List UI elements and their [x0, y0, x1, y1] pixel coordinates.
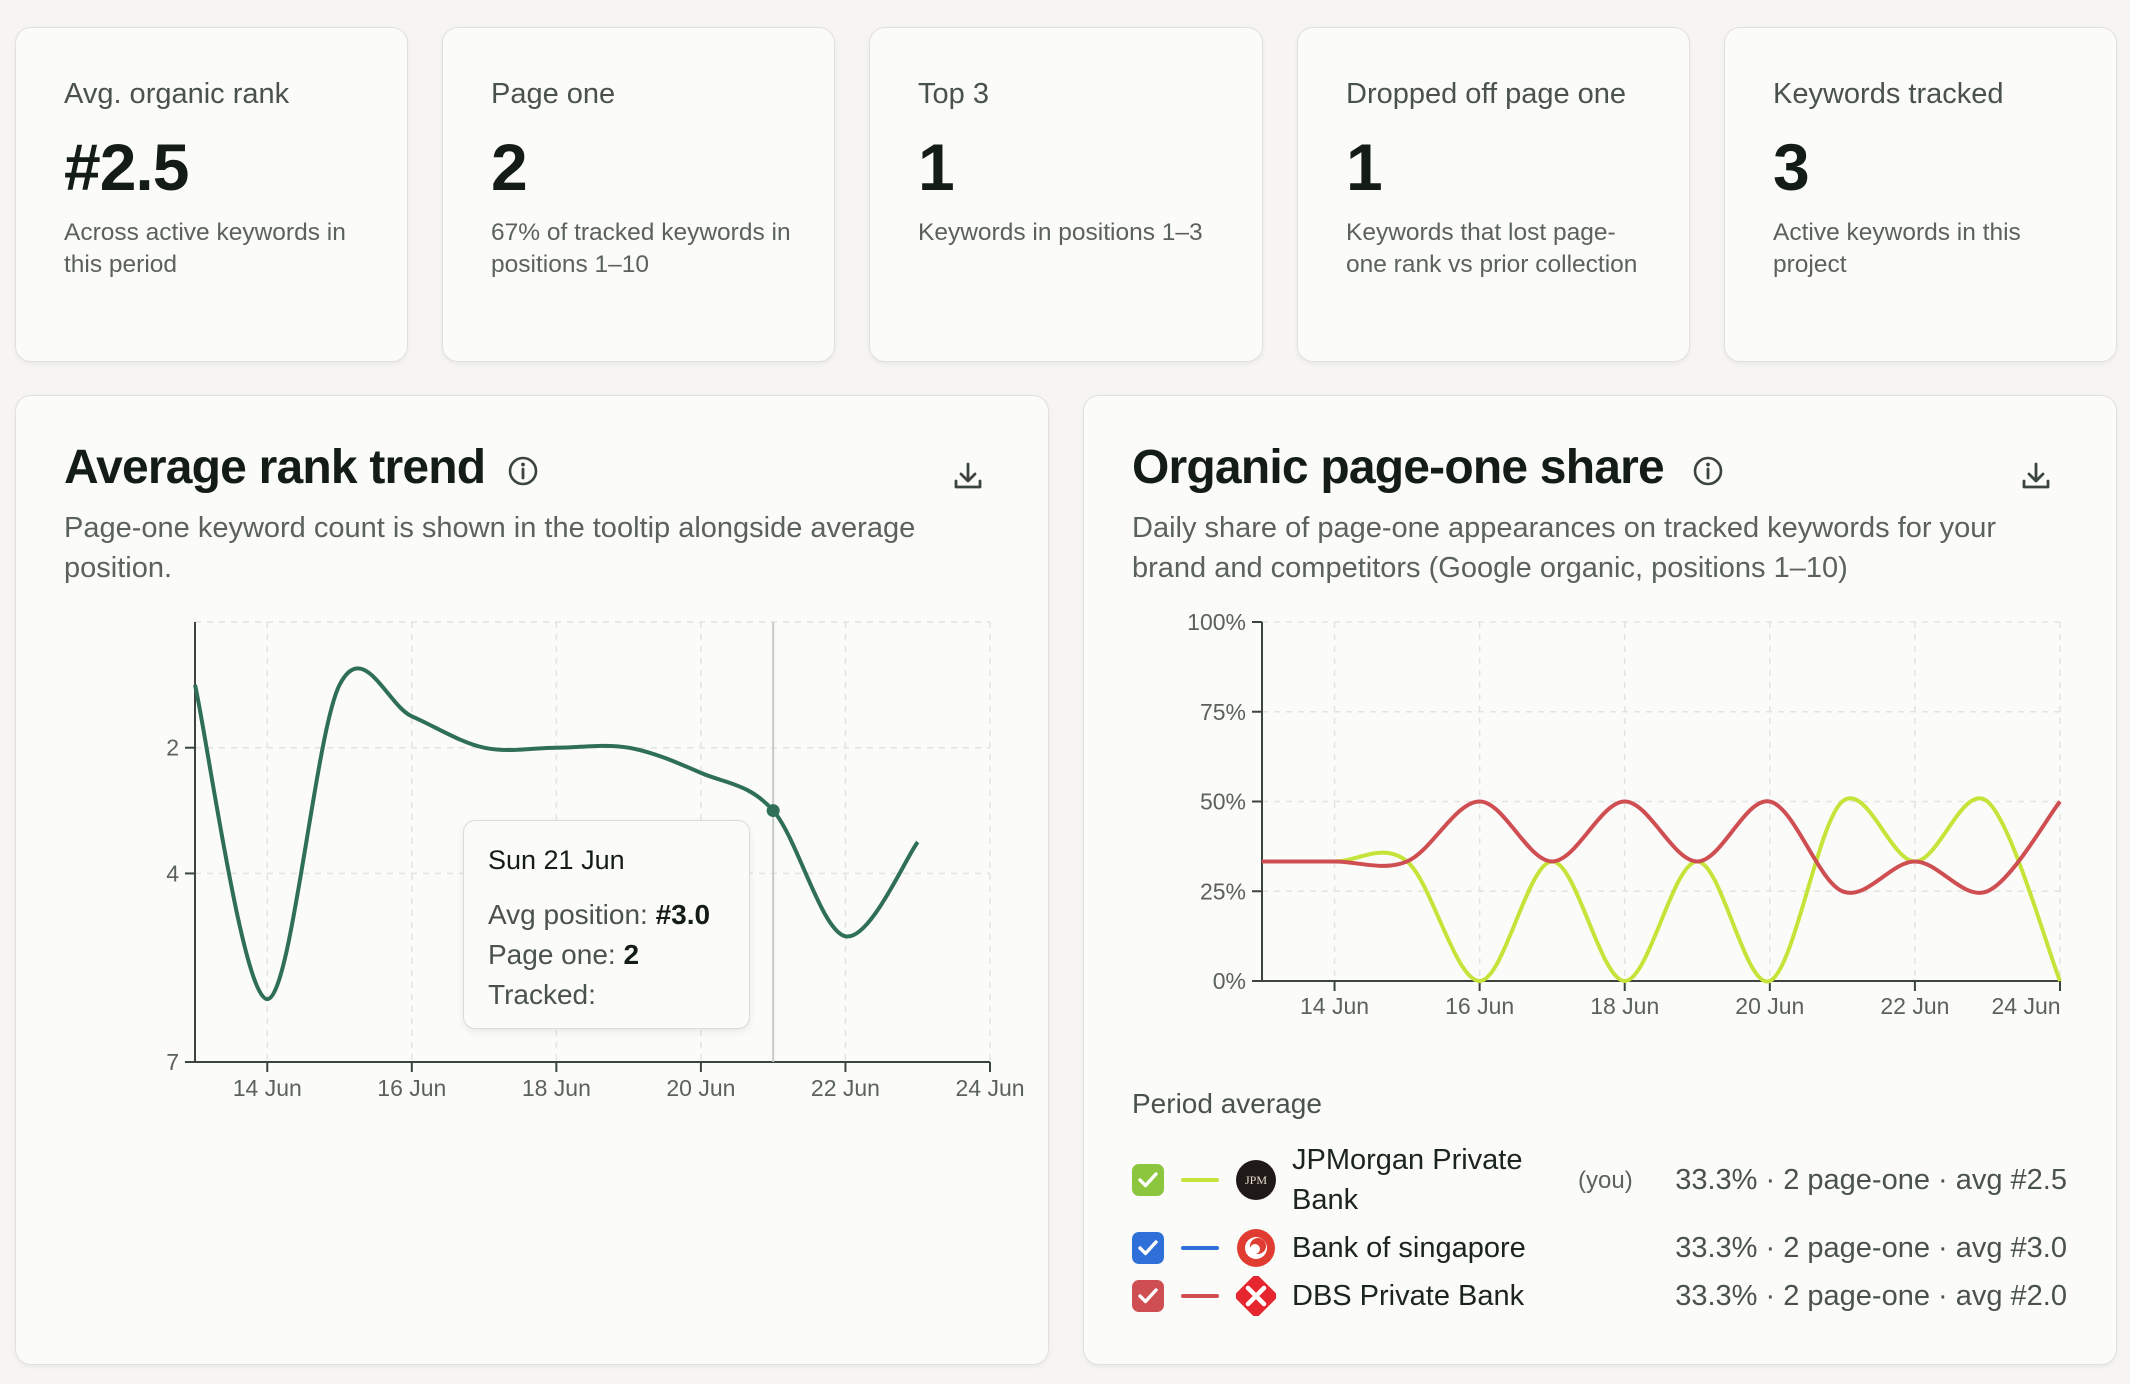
download-icon[interactable]: [2020, 460, 2052, 497]
checkbox-dbs[interactable]: [1132, 1280, 1164, 1312]
info-icon[interactable]: [1692, 455, 1724, 492]
legend-stat: 33.3% · 2 page-one · avg #3.0: [1675, 1232, 2067, 1264]
hover-point[interactable]: [766, 804, 780, 818]
kpi-label: Dropped off page one: [1346, 78, 1627, 110]
x-tick-label: 24 Jun: [955, 1075, 1024, 1101]
page-one-share-title: Organic page-one share: [1132, 441, 1665, 494]
kpi-sub: Active keywords in this project: [1773, 219, 2021, 278]
tooltip-avg-label: Avg position:: [488, 899, 648, 930]
x-tick-label: 18 Jun: [522, 1075, 591, 1101]
kpi-card-top-3: Top 3 1 Keywords in positions 1–3: [869, 27, 1263, 362]
tooltip-tracked: Tracked:: [488, 979, 596, 1011]
bank-of-singapore-logo-icon: [1236, 1228, 1276, 1268]
kpi-value: 3: [1773, 130, 1810, 204]
info-icon[interactable]: [507, 455, 539, 492]
kpi-value: 1: [918, 130, 955, 204]
rank-trend-description: Page-one keyword count is shown in the t…: [64, 512, 916, 584]
kpi-card-dropped: Dropped off page one 1 Keywords that los…: [1297, 27, 1690, 362]
legend-stat: 33.3% · 2 page-one · avg #2.0: [1675, 1280, 2067, 1312]
you-badge: (you): [1578, 1167, 1633, 1194]
kpi-value: #2.5: [64, 130, 189, 204]
kpi-label: Top 3: [918, 78, 989, 110]
kpi-value: 2: [491, 130, 528, 204]
kpi-sub: 67% of tracked keywords in positions 1–1…: [491, 219, 791, 278]
chart-tooltip: Sun 21 Jun Avg position: #3.0 Page one: …: [463, 820, 750, 1029]
y-tick-label: 2: [166, 735, 179, 761]
tooltip-tracked-label: Tracked:: [488, 979, 596, 1010]
kpi-card-keywords-tracked: Keywords tracked 3 Active keywords in th…: [1724, 27, 2117, 362]
legend-name: JPMorgan Private Bank: [1292, 1144, 1523, 1216]
legend-swatch: [1181, 1246, 1219, 1250]
checkbox-jpmorgan[interactable]: [1132, 1164, 1164, 1196]
kpi-sub: Keywords that lost page-one rank vs prio…: [1346, 219, 1638, 278]
tooltip-page-one-value: 2: [623, 939, 640, 970]
dbs-logo-icon: [1234, 1274, 1278, 1318]
page-one-share-description: Daily share of page-one appearances on t…: [1132, 512, 1997, 584]
y-tick-label: 4: [166, 860, 179, 886]
y-tick-label: 7: [166, 1049, 179, 1075]
checkbox-bank-of-singapore[interactable]: [1132, 1232, 1164, 1264]
x-tick-label: 14 Jun: [233, 1075, 302, 1101]
legend-heading: Period average: [1132, 1088, 1322, 1119]
jpm-logo-icon: JPM: [1236, 1160, 1276, 1200]
kpi-card-avg-rank: Avg. organic rank #2.5 Across active key…: [15, 27, 408, 362]
kpi-sub: Across active keywords in this period: [64, 219, 346, 278]
legend-swatch: [1181, 1178, 1219, 1182]
tooltip-avg-value: #3.0: [655, 899, 711, 930]
rank-trend-title: Average rank trend: [64, 441, 486, 494]
kpi-card-page-one: Page one 2 67% of tracked keywords in po…: [442, 27, 835, 362]
tooltip-date: Sun 21 Jun: [488, 845, 625, 875]
legend-name: Bank of singapore: [1292, 1232, 1526, 1264]
x-tick-label: 20 Jun: [666, 1075, 735, 1101]
legend-swatch: [1181, 1294, 1219, 1298]
x-tick-label: 16 Jun: [377, 1075, 446, 1101]
legend-name: DBS Private Bank: [1292, 1280, 1525, 1312]
legend-stat: 33.3% · 2 page-one · avg #2.5: [1675, 1164, 2067, 1196]
kpi-sub: Keywords in positions 1–3: [918, 219, 1203, 246]
rank-series-line: [193, 666, 920, 1002]
kpi-value: 1: [1346, 130, 1383, 204]
x-tick-label: 22 Jun: [811, 1075, 880, 1101]
kpi-label: Page one: [491, 78, 616, 110]
tooltip-avg-position: Avg position: #3.0: [488, 899, 710, 931]
kpi-label: Keywords tracked: [1773, 78, 2004, 110]
kpi-label: Avg. organic rank: [64, 78, 290, 110]
tooltip-page-one: Page one: 2: [488, 939, 639, 971]
tooltip-page-one-label: Page one:: [488, 939, 616, 970]
download-icon[interactable]: [952, 460, 984, 497]
svg-text:JPM: JPM: [1245, 1173, 1267, 1187]
